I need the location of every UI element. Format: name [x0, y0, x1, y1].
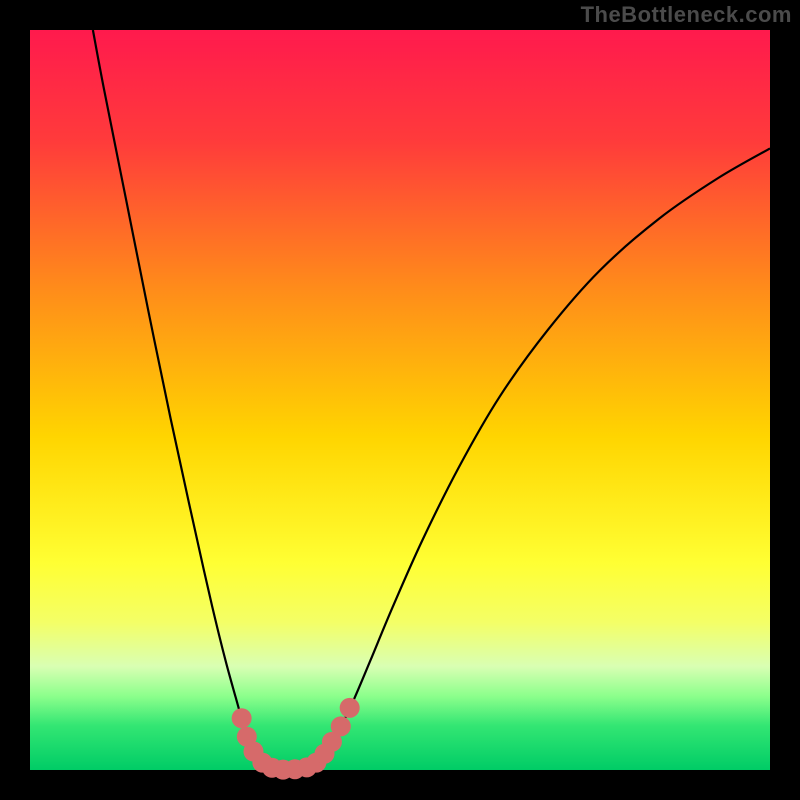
chart-frame: TheBottleneck.com	[0, 0, 800, 800]
trough-marker	[340, 698, 360, 718]
trough-marker	[331, 716, 351, 736]
plot-background	[30, 30, 770, 770]
trough-marker	[232, 708, 252, 728]
watermark-text: TheBottleneck.com	[581, 2, 792, 28]
bottleneck-chart	[0, 0, 800, 800]
